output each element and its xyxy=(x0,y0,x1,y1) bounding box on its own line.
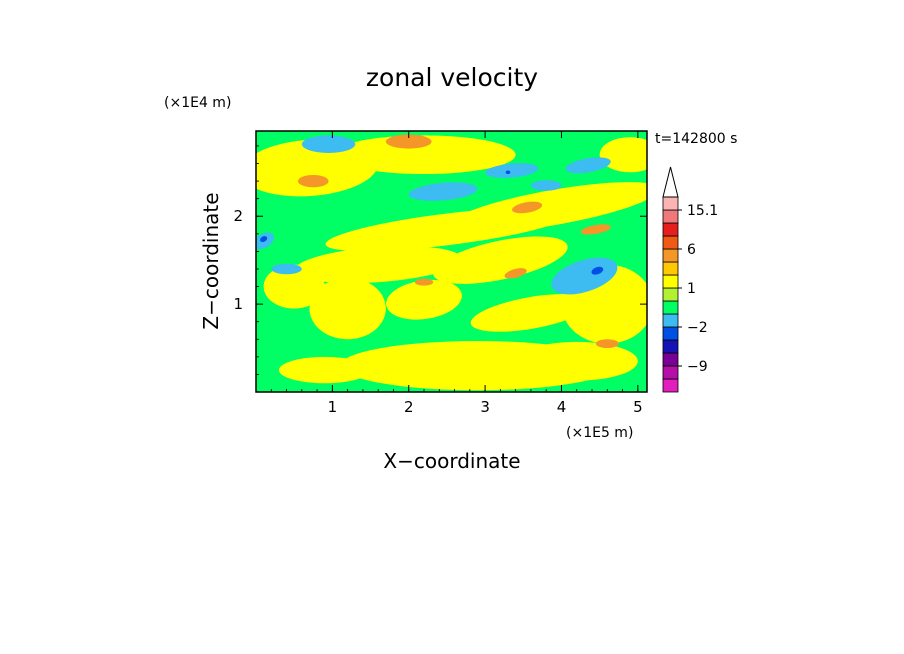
colorbar-segment xyxy=(662,196,679,211)
axis-ticks: 1 2 3 4 5 1 2 xyxy=(233,131,647,416)
yellow-band xyxy=(325,207,569,252)
colorbar-segment xyxy=(662,209,679,224)
x-unit-label: (×1E5 m) xyxy=(566,425,633,441)
colorbar-segment xyxy=(662,274,679,289)
colorbar-extend-arrow xyxy=(662,166,679,198)
x-tick-label: 1 xyxy=(328,398,338,416)
colorbar-segment xyxy=(662,339,679,354)
blue-core xyxy=(591,266,604,275)
blue-core xyxy=(505,170,511,175)
colorbar-label: 15.1 xyxy=(687,203,718,219)
orange-cell xyxy=(512,201,543,214)
chart-title: zonal velocity xyxy=(366,63,538,92)
x-axis-label: X−coordinate xyxy=(383,449,520,473)
x-tick-label: 4 xyxy=(557,398,567,416)
yellow-band xyxy=(263,264,325,309)
yellow-band xyxy=(332,135,516,175)
orange-cell xyxy=(580,224,611,235)
colorbar-segment xyxy=(662,313,679,328)
colorbar-segment xyxy=(662,235,679,250)
colorbar-segment xyxy=(662,222,679,237)
y-axis-label: Z−coordinate xyxy=(199,192,223,329)
cyan-pocket xyxy=(485,163,539,178)
colorbar-segment xyxy=(662,287,679,302)
plot-frame xyxy=(255,130,648,393)
yellow-band xyxy=(599,137,647,173)
y-tick-label: 2 xyxy=(233,207,243,225)
colorbar: 15.1 6 1 −2 −9 xyxy=(662,166,718,393)
yellow-band xyxy=(294,246,462,284)
colorbar-segment xyxy=(662,352,679,367)
orange-cell xyxy=(298,174,329,188)
colorbar-label: 6 xyxy=(687,242,696,258)
colorbar-label: −2 xyxy=(687,320,708,336)
orange-cell xyxy=(385,134,432,149)
yellow-band xyxy=(433,236,568,284)
colorbar-segment xyxy=(662,326,679,341)
orange-cell xyxy=(595,339,619,349)
yellow-band xyxy=(309,277,386,340)
cyan-pocket xyxy=(408,182,478,201)
y-unit-label: (×1E4 m) xyxy=(164,95,231,111)
x-tick-label: 2 xyxy=(404,398,414,416)
contour-field xyxy=(256,131,647,392)
time-label: t=142800 s xyxy=(655,131,737,147)
yellow-band xyxy=(278,356,371,384)
colorbar-segment xyxy=(662,248,679,263)
cyan-pocket xyxy=(301,135,356,153)
yellow-band xyxy=(515,341,638,381)
colorbar-segment xyxy=(662,300,679,315)
orange-cell xyxy=(414,278,434,286)
blue-core xyxy=(260,236,268,243)
colorbar-segment xyxy=(662,261,679,276)
cyan-pocket xyxy=(565,157,611,174)
yellow-band xyxy=(470,294,592,332)
cyan-pocket xyxy=(530,180,562,191)
x-tick-label: 5 xyxy=(633,398,643,416)
colorbar-label: 1 xyxy=(687,281,696,297)
colorbar-segment xyxy=(662,365,679,380)
cyan-pocket xyxy=(271,263,302,275)
colorbar-segment xyxy=(662,378,679,393)
colorbar-label: −9 xyxy=(687,359,708,375)
y-tick-label: 1 xyxy=(233,295,243,313)
yellow-band xyxy=(386,279,462,320)
cyan-pocket xyxy=(551,257,618,295)
orange-cell xyxy=(504,268,527,279)
x-tick-label: 3 xyxy=(480,398,490,416)
